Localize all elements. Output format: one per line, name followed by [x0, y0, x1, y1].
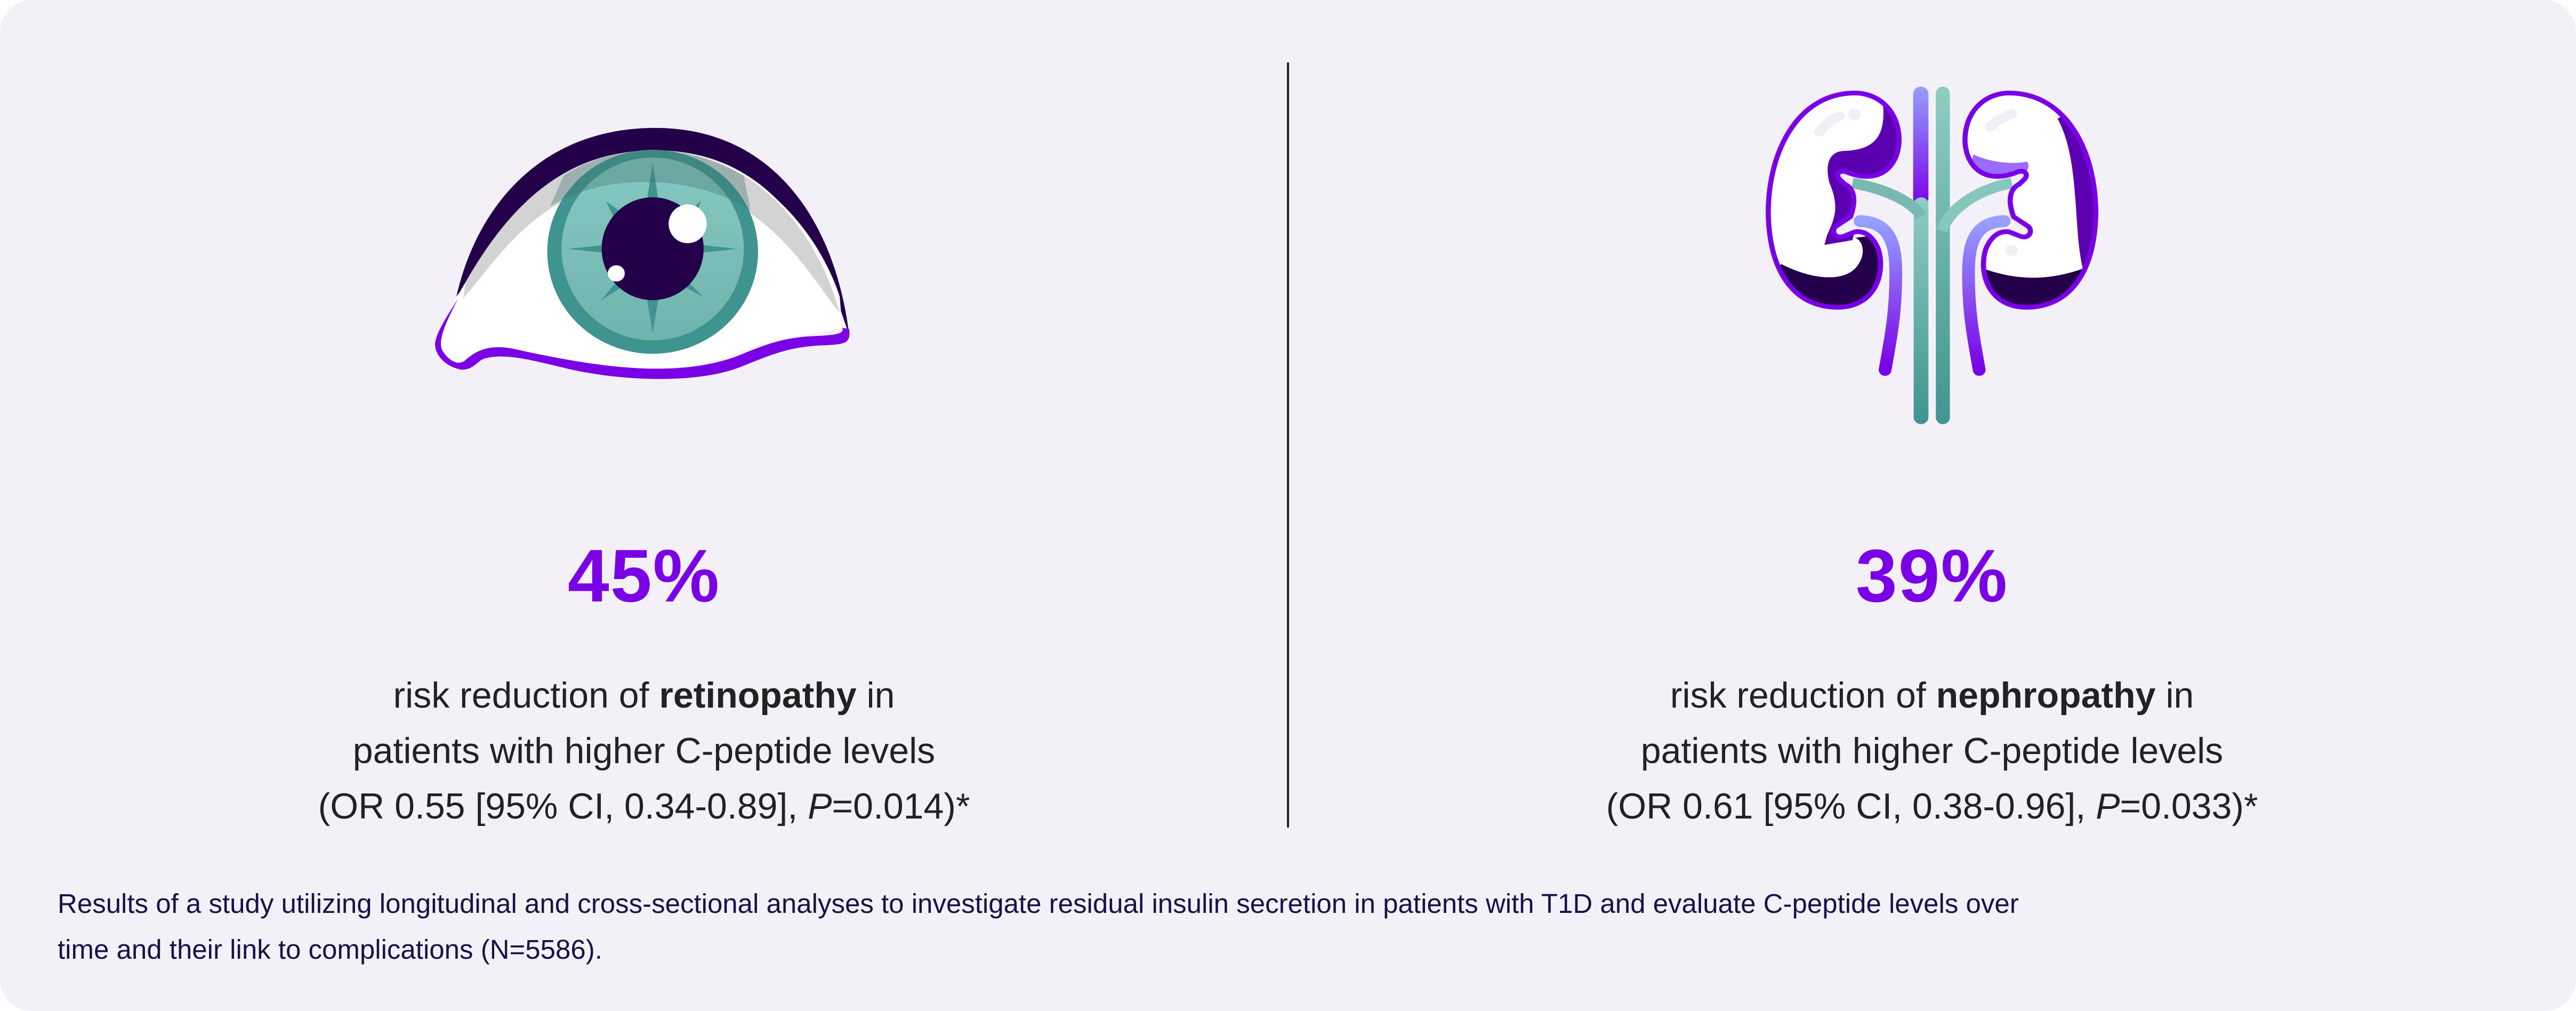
nephropathy-line-1: risk reduction of nephropathy in [1670, 675, 2194, 716]
study-footnote: Results of a study utilizing longitudina… [58, 881, 2510, 973]
eye-icon [435, 127, 850, 379]
retinopathy-line-3: (OR 0.55 [95% CI, 0.34-0.89], P=0.014)* [318, 786, 970, 827]
footnote-line-2: time and their link to complications (N=… [58, 934, 602, 965]
retinopathy-line-1: risk reduction of retinopathy in [393, 675, 895, 716]
retinopathy-term: retinopathy [659, 675, 857, 716]
column-divider [1287, 62, 1289, 828]
nephropathy-term: nephropathy [1936, 675, 2156, 716]
nephropathy-line-2: patients with higher C-peptide levels [1640, 731, 2224, 771]
footnote-line-1: Results of a study utilizing longitudina… [58, 888, 2019, 919]
nephropathy-description: risk reduction of nephropathy in patient… [1452, 668, 2412, 834]
kidneys-icon [1733, 86, 2132, 424]
retinopathy-description: risk reduction of retinopathy in patient… [164, 668, 1124, 834]
retinopathy-stat: 45% [567, 534, 721, 617]
retinopathy-line-2: patients with higher C-peptide levels [352, 731, 936, 771]
nephropathy-stat: 39% [1855, 534, 2009, 617]
nephropathy-line-3: (OR 0.61 [95% CI, 0.38-0.96], P=0.033)* [1606, 786, 2258, 827]
